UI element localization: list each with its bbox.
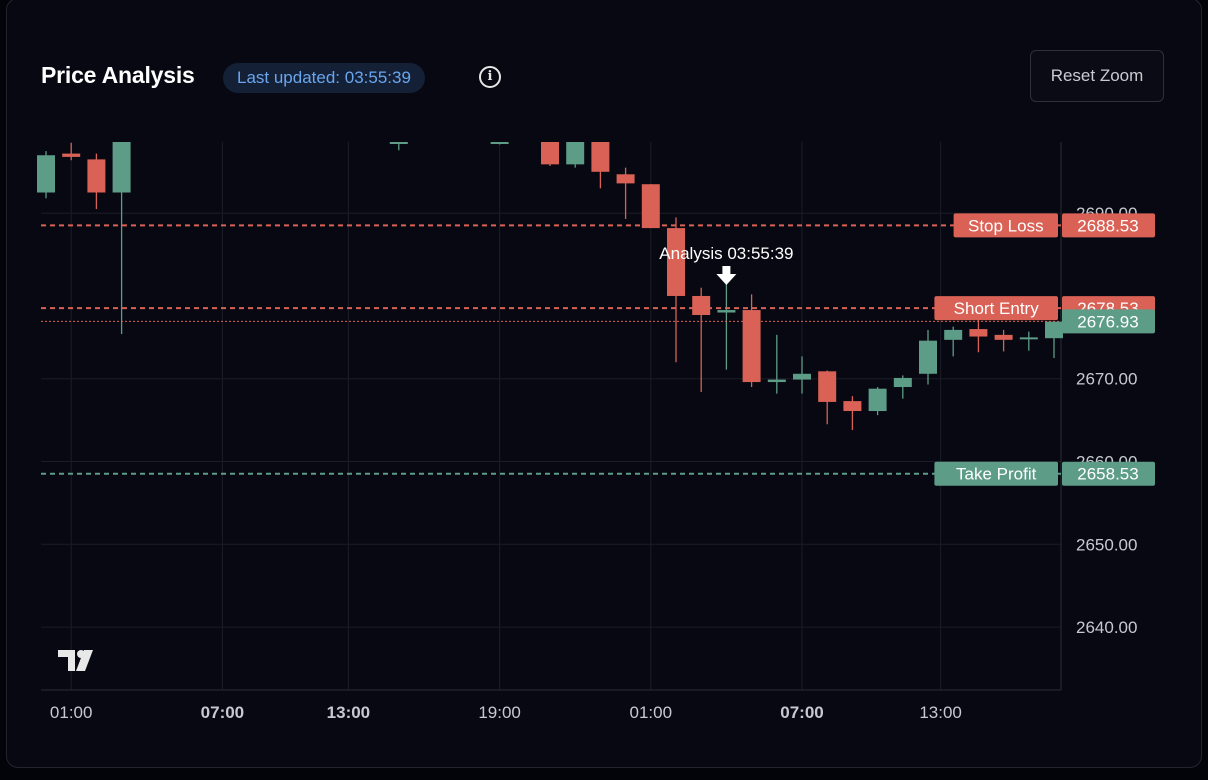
x-tick-label: 01:00 bbox=[50, 703, 93, 722]
last-updated-badge: Last updated: 03:55:39 bbox=[223, 63, 425, 93]
y-tick-label: 2670.00 bbox=[1076, 370, 1137, 389]
candle-body bbox=[389, 142, 408, 144]
analysis-annotation-label: Analysis 03:55:39 bbox=[659, 244, 793, 263]
level-value-label: 2658.53 bbox=[1077, 465, 1138, 484]
level-value-tag bbox=[1062, 213, 1155, 238]
chart-card bbox=[6, 0, 1202, 768]
reset-zoom-button[interactable]: Reset Zoom bbox=[1030, 50, 1164, 102]
candle-body bbox=[37, 155, 55, 193]
level-value-label: 2688.53 bbox=[1077, 216, 1138, 235]
level-value-tag bbox=[1062, 461, 1155, 486]
candle-body bbox=[843, 401, 862, 412]
candle-body bbox=[767, 379, 786, 383]
candle-body bbox=[490, 142, 509, 144]
x-tick-label: 01:00 bbox=[630, 703, 673, 722]
x-tick-label: 07:00 bbox=[201, 703, 244, 722]
candle-body bbox=[667, 228, 685, 296]
candle-body bbox=[591, 142, 610, 172]
current-price-label: 2676.93 bbox=[1077, 312, 1138, 331]
x-tick-label: 13:00 bbox=[919, 703, 962, 722]
y-tick-label: 2650.00 bbox=[1076, 535, 1137, 554]
candle-body bbox=[87, 159, 106, 193]
candle-body bbox=[112, 142, 131, 193]
x-tick-label: 07:00 bbox=[780, 703, 823, 722]
tradingview-logo-icon bbox=[58, 650, 75, 671]
candle-body bbox=[994, 334, 1013, 340]
candle-body bbox=[944, 329, 963, 340]
candle-body bbox=[1019, 337, 1038, 340]
y-tick-label: 2640.00 bbox=[1076, 618, 1137, 637]
level-name-label: Short Entry bbox=[954, 299, 1040, 318]
info-icon[interactable]: i bbox=[479, 66, 501, 88]
page-title: Price Analysis bbox=[41, 62, 195, 88]
candle-body bbox=[818, 371, 837, 402]
candle-body bbox=[541, 142, 559, 165]
candle-body bbox=[742, 310, 761, 383]
tradingview-logo-slash bbox=[76, 650, 93, 671]
candle-body bbox=[969, 329, 988, 337]
x-tick-label: 13:00 bbox=[327, 703, 370, 722]
level-name-tag bbox=[934, 296, 1058, 321]
candle-body bbox=[692, 295, 711, 316]
candle-body bbox=[641, 184, 660, 229]
current-price-tag bbox=[1062, 309, 1155, 334]
candle-body bbox=[566, 142, 585, 165]
level-name-tag bbox=[934, 461, 1058, 486]
candle-body bbox=[616, 174, 635, 184]
level-name-label: Stop Loss bbox=[968, 216, 1044, 235]
down-arrow-icon bbox=[716, 266, 737, 285]
candle-body bbox=[868, 388, 887, 412]
candle-body bbox=[893, 377, 912, 388]
level-name-tag bbox=[953, 213, 1058, 238]
candle-body bbox=[793, 373, 811, 380]
level-name-label: Take Profit bbox=[956, 465, 1037, 484]
x-tick-label: 19:00 bbox=[478, 703, 521, 722]
candle-body bbox=[62, 153, 81, 157]
candle-body bbox=[717, 310, 736, 313]
candle-body bbox=[919, 340, 937, 374]
candle-body bbox=[1045, 321, 1063, 339]
